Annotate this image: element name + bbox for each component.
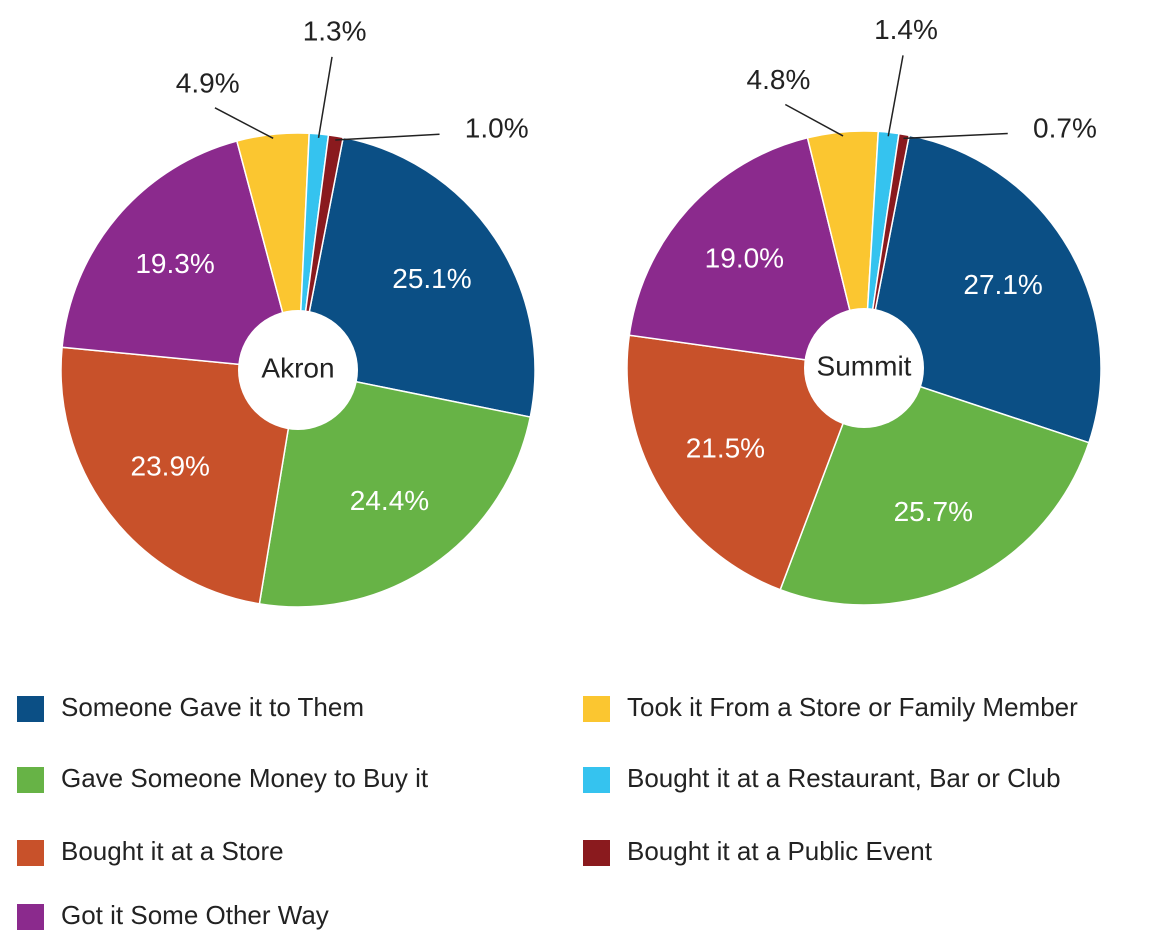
legend-swatch (17, 696, 44, 722)
pie-slice (626, 334, 866, 591)
leader-line (214, 107, 274, 139)
legend-label: Bought it at a Store (61, 836, 284, 866)
legend-label: Got it Some Other Way (61, 900, 329, 930)
legend-swatch (583, 696, 610, 722)
slice-label: 1.4% (874, 14, 938, 45)
leader-line (335, 133, 440, 141)
slice-label: 0.7% (1033, 112, 1097, 143)
legend-swatch (583, 840, 610, 866)
slice-label: 4.8% (747, 64, 811, 95)
legend-label: Bought it at a Restaurant, Bar or Club (627, 763, 1061, 793)
slice-label: 23.9% (131, 451, 210, 482)
leader-line (887, 55, 904, 137)
leader-line (317, 56, 333, 139)
donut-hole (804, 308, 924, 428)
slice-label: 4.9% (176, 67, 240, 98)
legend-label: Bought it at a Public Event (627, 836, 933, 866)
slice-label: 19.3% (135, 248, 214, 279)
slice-label: 25.1% (392, 263, 471, 294)
leader-line (784, 103, 844, 137)
center-label: Summit (817, 350, 912, 381)
legend-swatch (17, 840, 44, 866)
pie-slice (628, 136, 865, 369)
slice-label: 25.7% (894, 496, 973, 527)
legend-swatch (17, 904, 44, 930)
pie-slice (60, 346, 299, 605)
legend-label: Someone Gave it to Them (61, 692, 364, 722)
legend-swatch (583, 767, 610, 793)
pie-slice (258, 369, 532, 608)
leader-line (903, 132, 1008, 140)
legend-label: Gave Someone Money to Buy it (61, 763, 429, 793)
donut-hole (238, 310, 358, 430)
slice-label: 1.3% (303, 15, 367, 46)
slice-label: 21.5% (686, 433, 765, 464)
pie-slice (61, 140, 300, 371)
slice-label: 1.0% (465, 113, 529, 144)
slice-label: 24.4% (350, 485, 429, 516)
center-label: Akron (261, 352, 334, 383)
legend-label: Took it From a Store or Family Member (627, 692, 1078, 722)
pie-slice (297, 136, 536, 418)
slice-label: 27.1% (963, 269, 1042, 300)
slice-label: 19.0% (705, 242, 784, 273)
legend-swatch (17, 767, 44, 793)
